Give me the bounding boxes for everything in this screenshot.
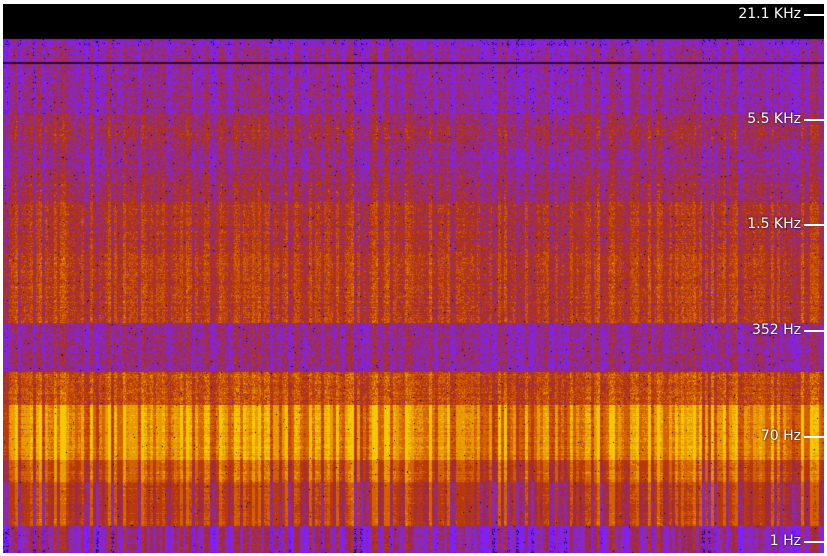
- spectrogram-heatmap: [3, 4, 824, 553]
- freq-label-1-5k: 1.5 KHz: [747, 216, 801, 232]
- freq-tick-1-5k: [804, 224, 824, 226]
- freq-tick-1: [804, 541, 824, 543]
- freq-label-21k: 21.1 KHz: [738, 6, 801, 22]
- freq-label-5-5k: 5.5 KHz: [747, 111, 801, 127]
- spectrogram-panel: [3, 4, 824, 553]
- freq-tick-70: [804, 436, 824, 438]
- freq-label-1: 1 Hz: [769, 533, 801, 549]
- freq-tick-352: [804, 330, 824, 332]
- freq-tick-5-5k: [804, 119, 824, 121]
- freq-tick-21k: [804, 14, 824, 16]
- freq-label-352: 352 Hz: [751, 322, 801, 338]
- freq-label-70: 70 Hz: [760, 428, 801, 444]
